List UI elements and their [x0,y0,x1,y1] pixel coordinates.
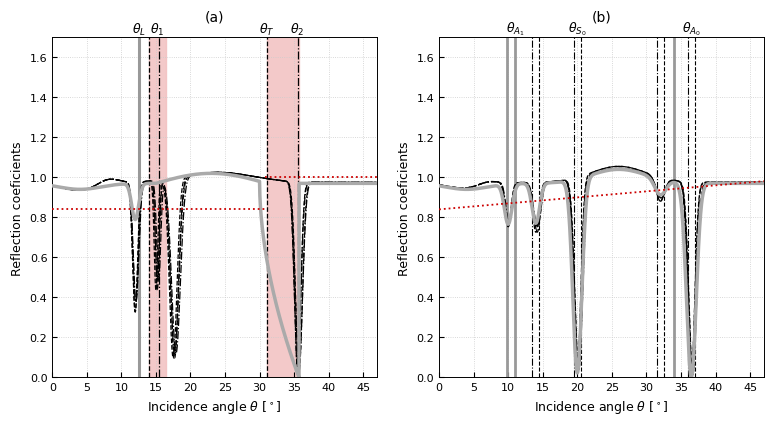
Bar [149,38,167,377]
Text: $\theta_T$: $\theta_T$ [259,22,274,38]
Bar [267,38,299,377]
Text: $\theta_{A_1}$: $\theta_{A_1}$ [505,20,525,38]
X-axis label: Incidence angle $\theta$ [$^\circ$]: Incidence angle $\theta$ [$^\circ$] [534,398,669,415]
Text: $\theta_L$: $\theta_L$ [132,22,146,38]
Text: $\theta_2$: $\theta_2$ [291,22,305,38]
Y-axis label: Reflection coeficients: Reflection coeficients [11,141,24,275]
X-axis label: Incidence angle $\theta$ [$^\circ$]: Incidence angle $\theta$ [$^\circ$] [147,398,282,415]
Text: $\theta_{A_0}$: $\theta_{A_0}$ [682,20,701,38]
Text: $\theta_1$: $\theta_1$ [150,22,164,38]
Text: (b): (b) [591,11,611,25]
Text: $\theta_{S_0}$: $\theta_{S_0}$ [568,20,587,38]
Y-axis label: Reflection coeficients: Reflection coeficients [398,141,411,275]
Text: (a): (a) [205,11,225,25]
